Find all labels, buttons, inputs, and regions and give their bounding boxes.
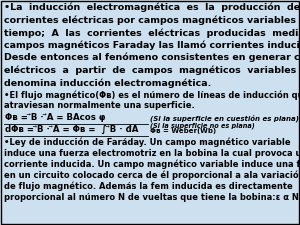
Text: induce una fuerza electromotriz en la bobina la cual provoca una: induce una fuerza electromotriz en la bo…: [4, 148, 300, 157]
Text: corriente inducida. Un campo magnético variable induce una fem: corriente inducida. Un campo magnético v…: [4, 160, 300, 169]
Text: campos magnéticos Faraday las llamó corrientes inducidas.: campos magnéticos Faraday las llamó corr…: [4, 40, 300, 50]
Text: Φʙ = ⃗B · ⃗A = BAcos φ: Φʙ = ⃗B · ⃗A = BAcos φ: [5, 112, 106, 122]
Text: (Si la superficie en cuestión es plana): (Si la superficie en cuestión es plana): [150, 115, 299, 122]
Text: Desde entonces al fenómeno consistentes en generar campos: Desde entonces al fenómeno consistentes …: [4, 53, 300, 63]
Text: Φʙ = Weber(Wb): Φʙ = Weber(Wb): [150, 128, 216, 135]
Text: atraviesan normalmente una superficie.: atraviesan normalmente una superficie.: [4, 101, 195, 110]
Text: de flujo magnético. Además la fem inducida es directamente: de flujo magnético. Además la fem induci…: [4, 182, 293, 191]
Text: corrientes eléctricas por campos magnéticos variables con el: corrientes eléctricas por campos magnéti…: [4, 16, 300, 25]
Text: denomina inducción electromagnética.: denomina inducción electromagnética.: [4, 78, 212, 88]
Text: •Ley de inducción de Faráday. Un campo magnético variable: •Ley de inducción de Faráday. Un campo m…: [4, 137, 291, 147]
Text: eléctricos  a  partir  de  campos  magnéticos  variables  se: eléctricos a partir de campos magnéticos…: [4, 65, 300, 75]
Text: (Si la superficie no es plana): (Si la superficie no es plana): [150, 122, 255, 129]
Text: dΦʙ = ⃗B · ⃗A = Φʙ =  ∫ ⃗B · d⃗A: dΦʙ = ⃗B · ⃗A = Φʙ = ∫ ⃗B · d⃗A: [5, 124, 138, 134]
Text: en un circuito colocado cerca de él proporcional a ala variación: en un circuito colocado cerca de él prop…: [4, 171, 300, 180]
Text: •La  inducción  electromagnética  es  la  producción  de: •La inducción electromagnética es la pro…: [4, 3, 300, 13]
Text: tiempo;  A  las  corrientes  eléctricas  producidas  mediante: tiempo; A las corrientes eléctricas prod…: [4, 28, 300, 38]
Text: •El flujo magnético(Φʙ) es el número de líneas de inducción que: •El flujo magnético(Φʙ) es el número de …: [4, 90, 300, 100]
Text: proporcional al número N de vueltas que tiene la bobina:ε α N.: proporcional al número N de vueltas que …: [4, 193, 300, 202]
